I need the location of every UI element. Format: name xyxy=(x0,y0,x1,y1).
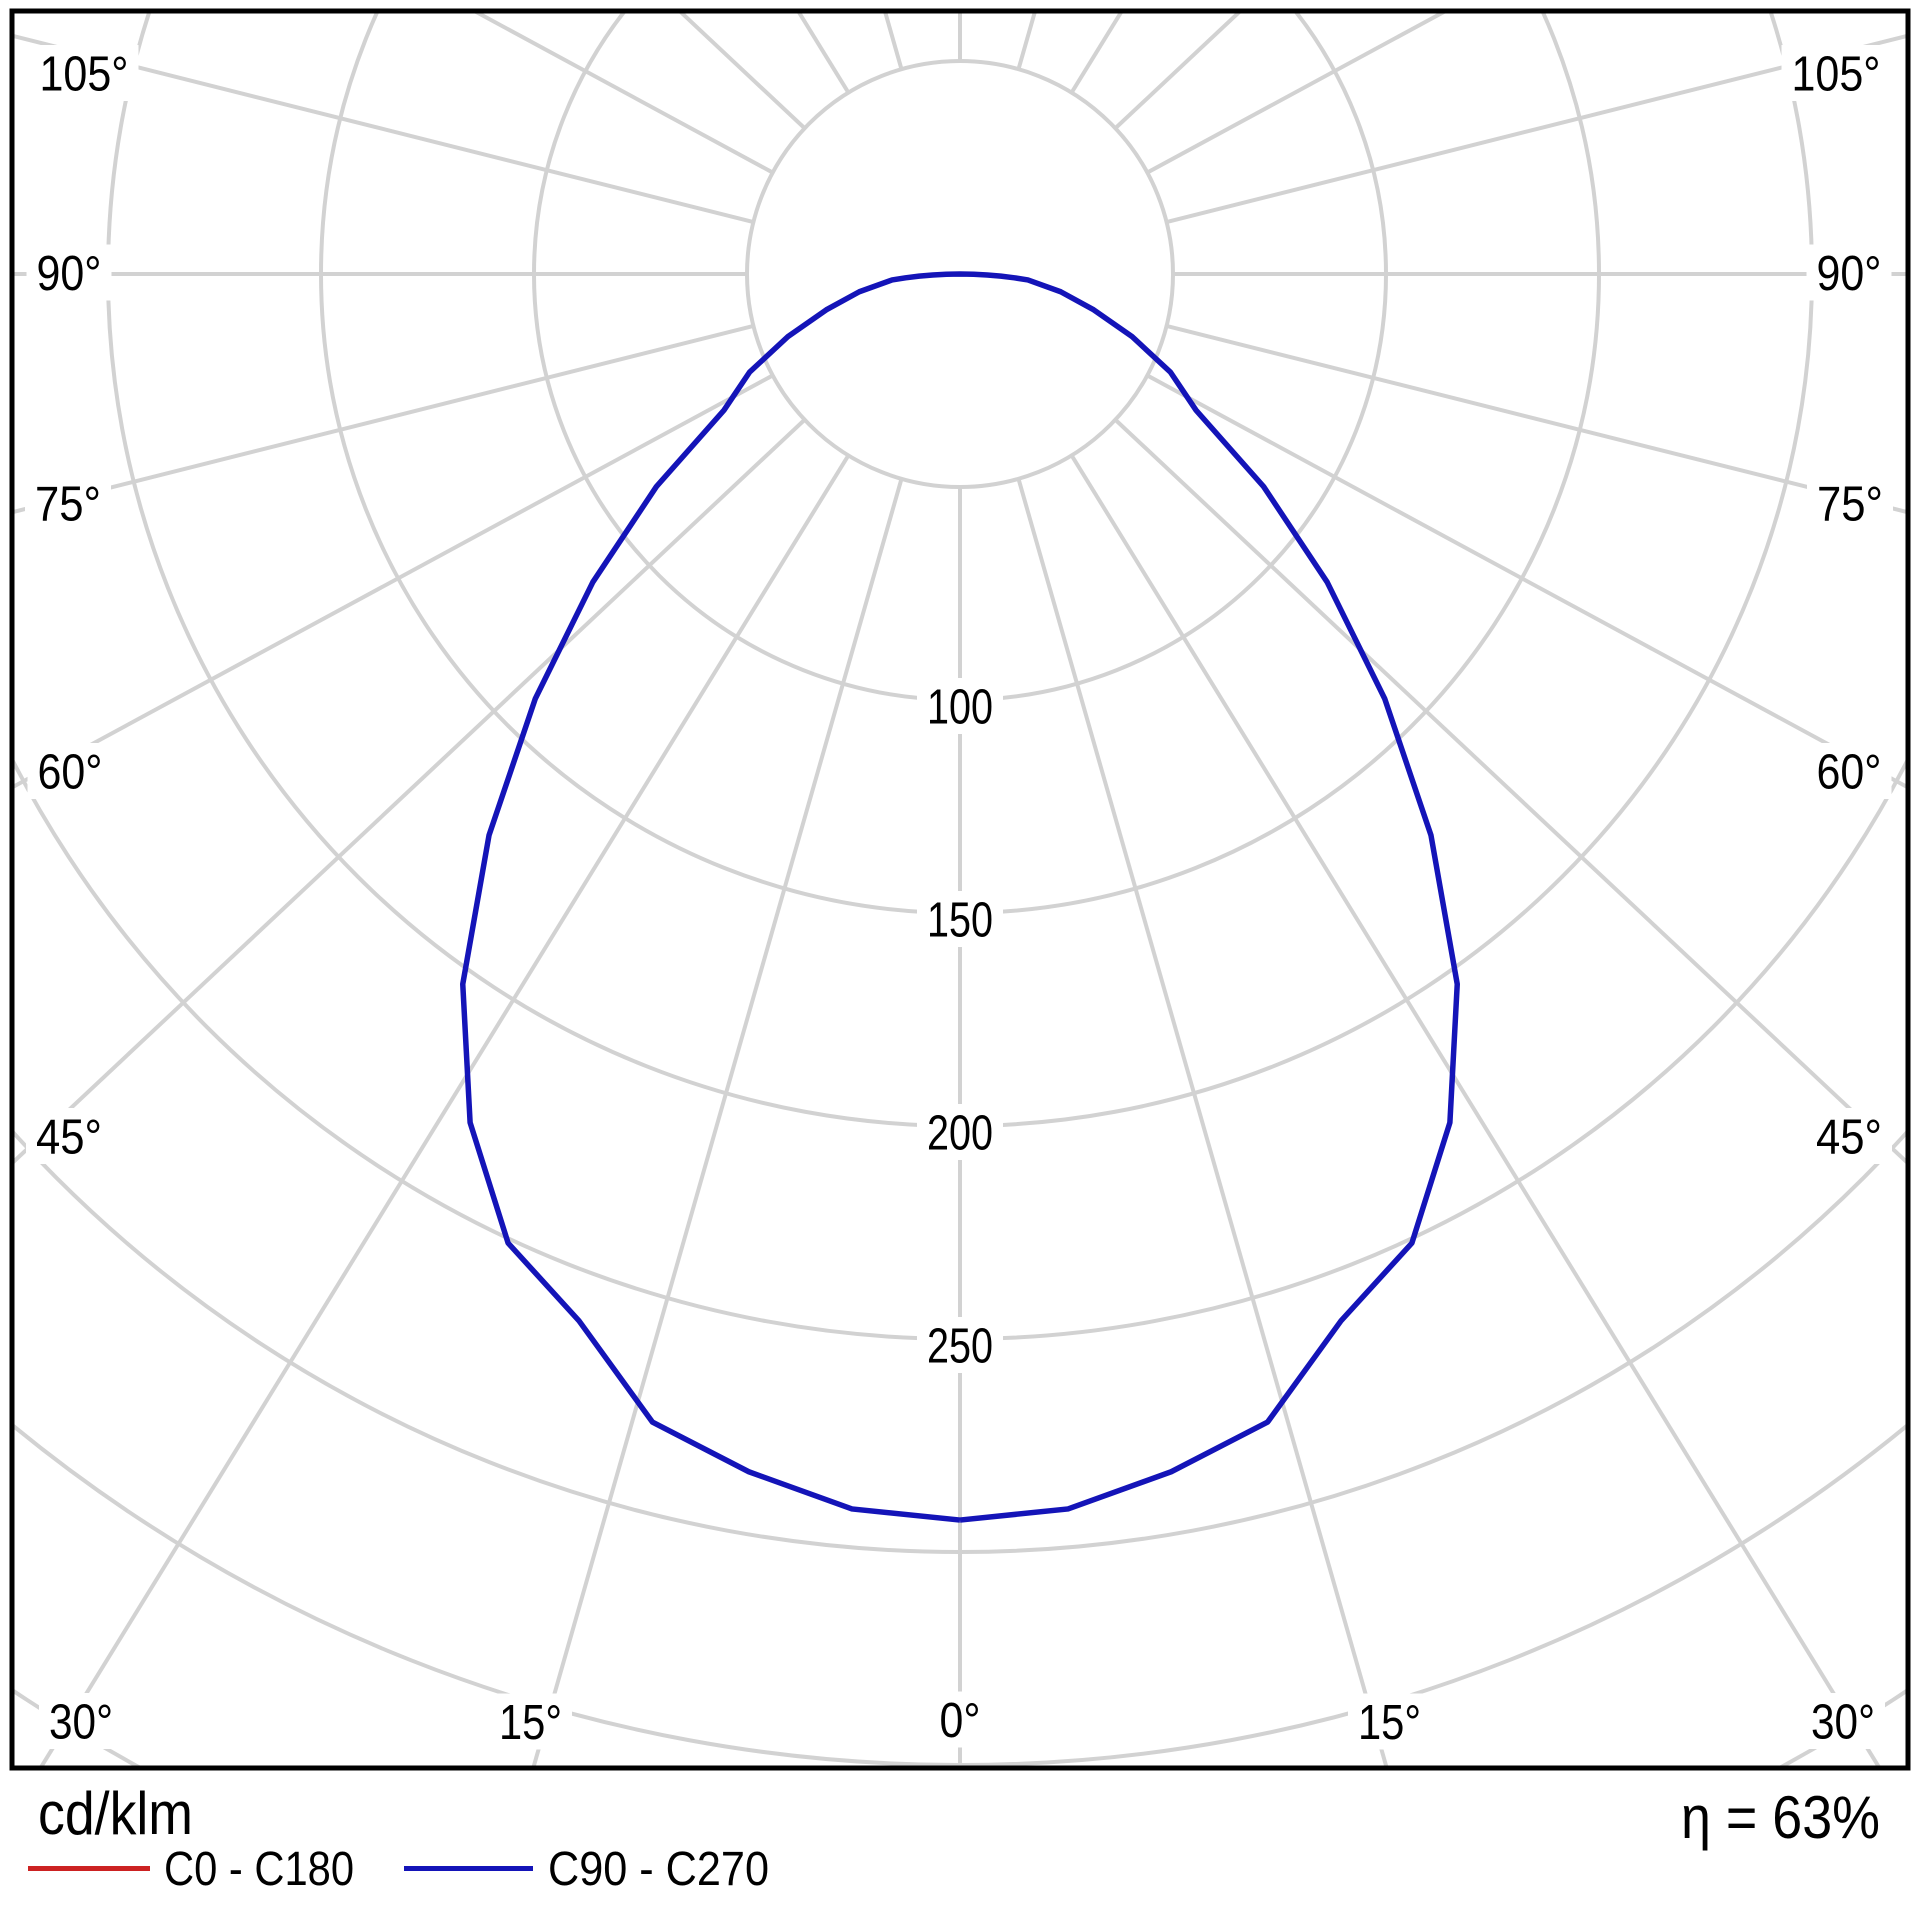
svg-text:45°: 45° xyxy=(1816,1111,1882,1165)
svg-text:30°: 30° xyxy=(49,1696,113,1750)
svg-text:45°: 45° xyxy=(36,1111,102,1165)
svg-text:0°: 0° xyxy=(940,1694,981,1748)
svg-text:150: 150 xyxy=(927,894,993,948)
svg-text:90°: 90° xyxy=(1817,247,1882,301)
svg-text:30°: 30° xyxy=(1811,1696,1875,1750)
svg-text:15°: 15° xyxy=(1358,1696,1421,1750)
svg-text:75°: 75° xyxy=(35,478,101,532)
svg-text:250: 250 xyxy=(927,1320,993,1374)
svg-text:105°: 105° xyxy=(1792,48,1881,102)
svg-text:η = 63%: η = 63% xyxy=(1681,1784,1880,1851)
svg-text:C0 - C180: C0 - C180 xyxy=(164,1843,354,1896)
svg-text:90°: 90° xyxy=(37,247,102,301)
svg-text:100: 100 xyxy=(927,681,993,735)
svg-text:75°: 75° xyxy=(1817,478,1883,532)
svg-text:105°: 105° xyxy=(40,48,129,102)
svg-text:60°: 60° xyxy=(38,746,103,800)
svg-text:60°: 60° xyxy=(1817,746,1882,800)
svg-text:cd/klm: cd/klm xyxy=(38,1780,193,1847)
svg-text:C90 - C270: C90 - C270 xyxy=(548,1843,769,1896)
svg-text:15°: 15° xyxy=(499,1696,562,1750)
svg-text:200: 200 xyxy=(927,1107,993,1161)
